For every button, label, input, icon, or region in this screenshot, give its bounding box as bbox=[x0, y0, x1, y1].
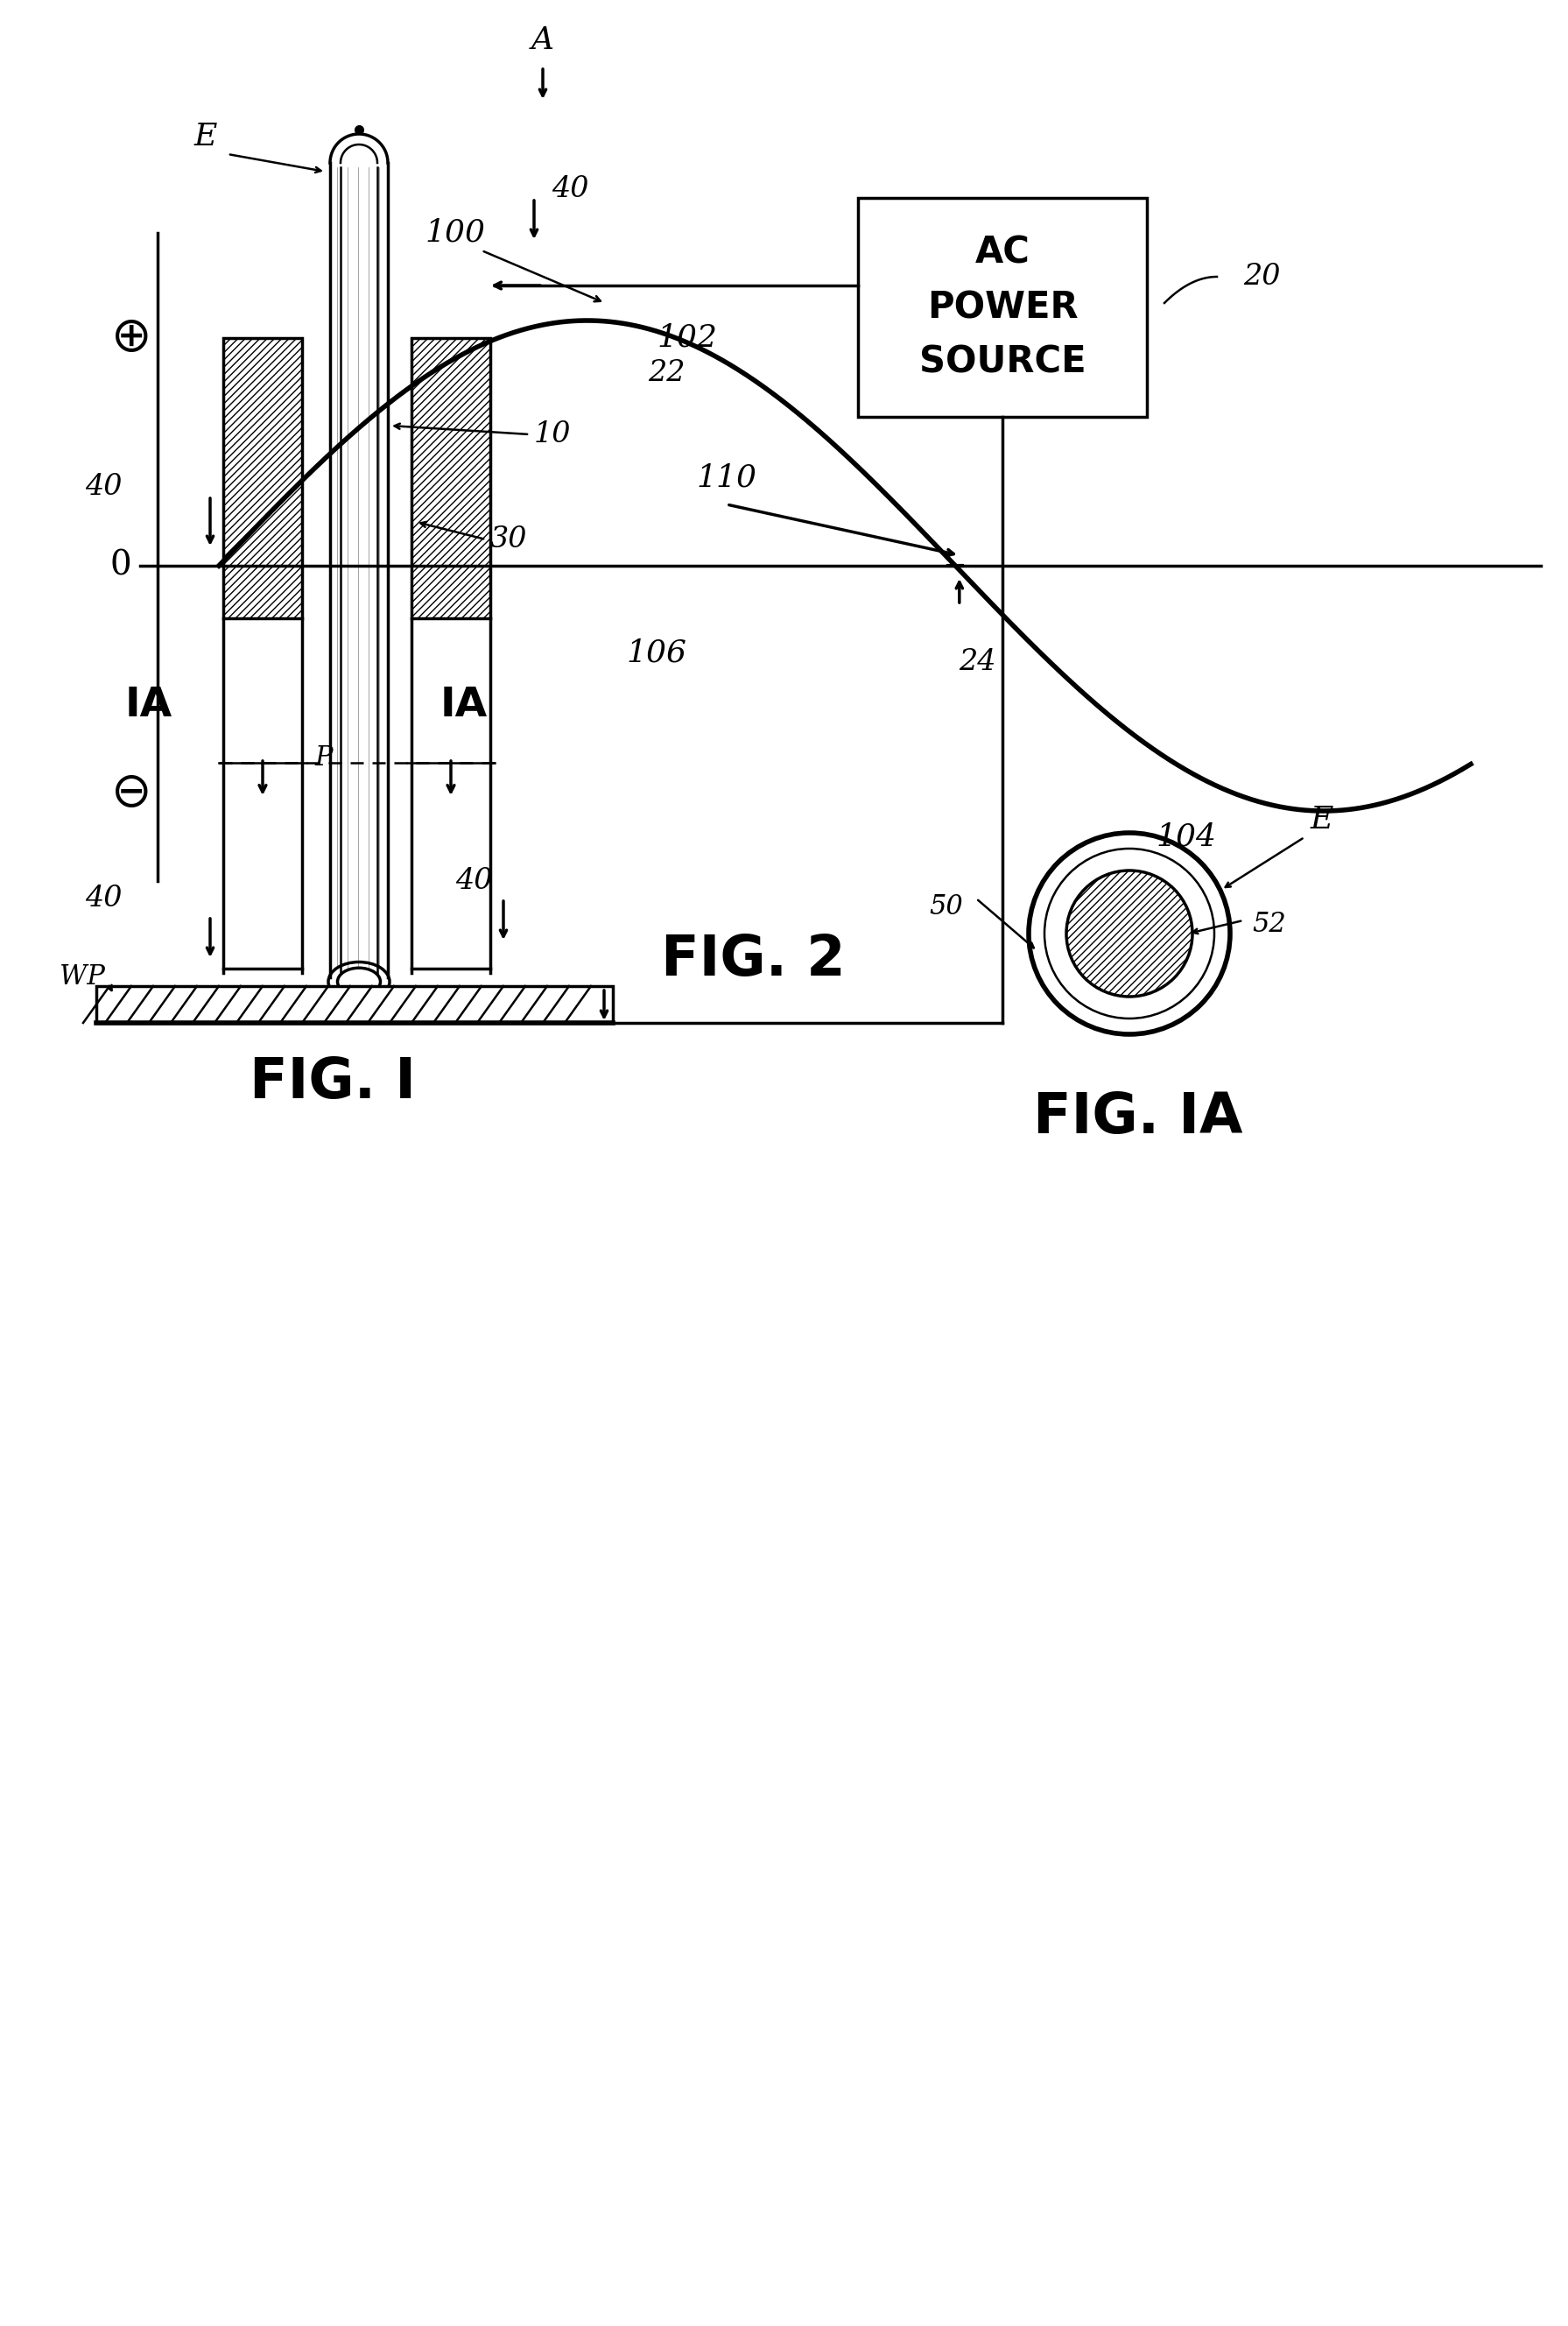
Text: 102: 102 bbox=[657, 323, 717, 354]
Text: 50: 50 bbox=[930, 893, 963, 921]
Text: 40: 40 bbox=[552, 174, 588, 202]
Text: 40: 40 bbox=[85, 884, 122, 912]
Text: E: E bbox=[1311, 805, 1333, 835]
Text: 30: 30 bbox=[491, 526, 527, 554]
Text: WP: WP bbox=[60, 963, 105, 991]
Text: POWER: POWER bbox=[927, 288, 1079, 326]
Text: 24: 24 bbox=[958, 649, 996, 677]
Text: P: P bbox=[315, 744, 332, 772]
Text: 104: 104 bbox=[1156, 823, 1217, 851]
Bar bbox=[96, 986, 613, 1023]
Text: AC: AC bbox=[975, 235, 1030, 272]
Bar bbox=[858, 198, 1146, 416]
Text: 52: 52 bbox=[1251, 912, 1286, 937]
Text: E: E bbox=[194, 121, 218, 151]
Circle shape bbox=[1044, 849, 1214, 1019]
Text: 106: 106 bbox=[626, 637, 687, 668]
Text: 20: 20 bbox=[1243, 263, 1281, 291]
Text: ⊖: ⊖ bbox=[111, 770, 152, 816]
Text: ⊕: ⊕ bbox=[111, 314, 152, 361]
Text: 40: 40 bbox=[455, 868, 492, 896]
Text: 0: 0 bbox=[110, 549, 132, 582]
Text: FIG. IA: FIG. IA bbox=[1033, 1091, 1243, 1144]
Text: FIG. I: FIG. I bbox=[249, 1056, 416, 1110]
Text: IA: IA bbox=[125, 686, 172, 726]
Text: 100: 100 bbox=[425, 219, 486, 249]
Circle shape bbox=[1029, 833, 1229, 1035]
Text: 10: 10 bbox=[535, 421, 571, 449]
Bar bbox=[411, 337, 491, 619]
Circle shape bbox=[1066, 870, 1192, 996]
Text: FIG. 2: FIG. 2 bbox=[660, 933, 845, 986]
Text: 110: 110 bbox=[696, 463, 757, 493]
Text: 40: 40 bbox=[85, 472, 122, 500]
Text: A: A bbox=[532, 26, 554, 56]
Text: SOURCE: SOURCE bbox=[919, 344, 1087, 381]
Text: IA: IA bbox=[441, 686, 488, 726]
Text: 22: 22 bbox=[648, 358, 685, 386]
Bar bbox=[223, 337, 303, 619]
